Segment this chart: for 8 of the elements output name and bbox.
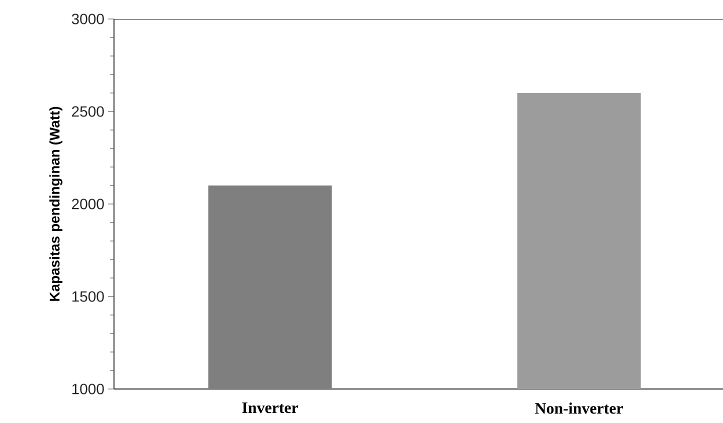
y-tick-label: 2500 — [72, 106, 104, 117]
y-tick-label: 1000 — [72, 384, 104, 394]
x-tick-label: Non-inverter — [535, 402, 623, 414]
y-axis-title: Kapasitas pendinginan (Watt) — [49, 106, 62, 301]
y-tick-label: 3000 — [72, 14, 104, 24]
x-tick-label: Inverter — [242, 402, 298, 414]
y-tick-label: 2000 — [72, 198, 104, 210]
y-tick-label: 1500 — [72, 291, 104, 302]
